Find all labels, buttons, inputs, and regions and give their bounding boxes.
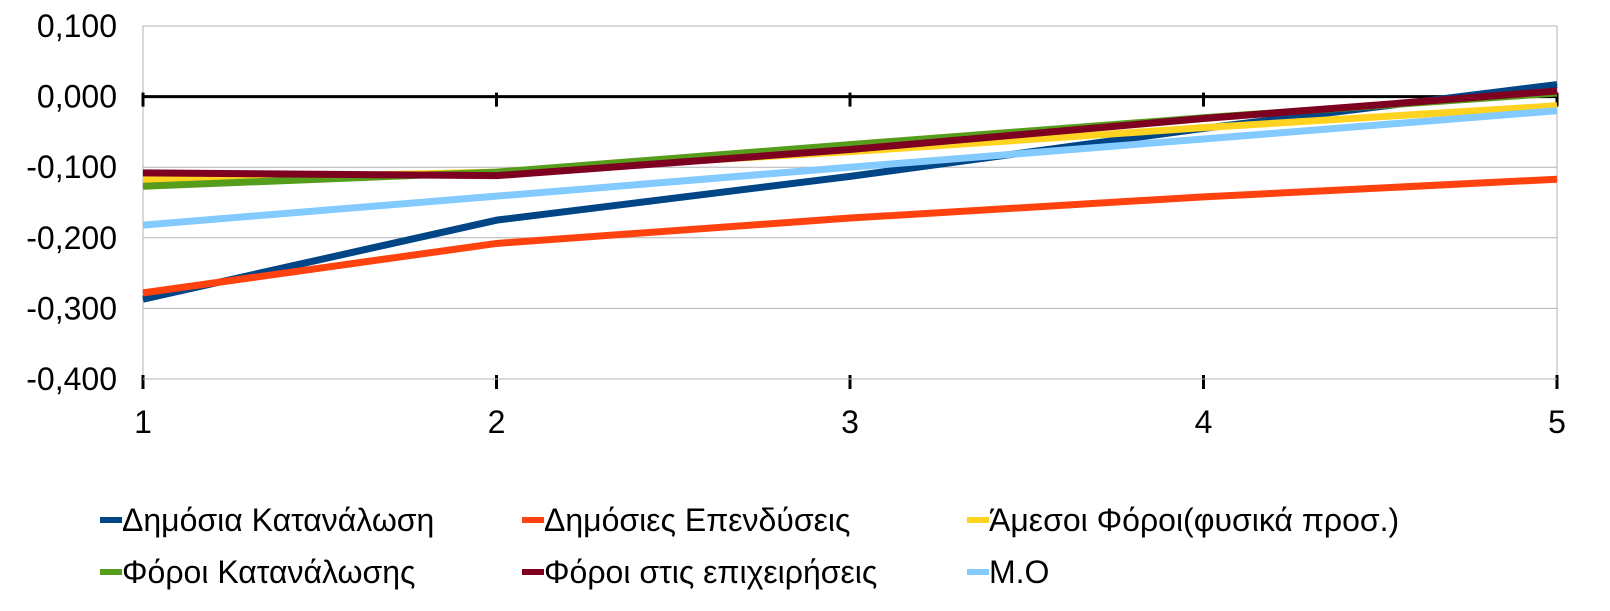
series-2-point [142, 179, 144, 181]
series-4-point [1203, 117, 1204, 119]
legend-label-1: Δημόσιες Επενδύσεις [544, 502, 850, 538]
series-0-point [142, 298, 144, 300]
y-tick-label: 0,000 [37, 79, 117, 115]
series-4-point [496, 175, 497, 177]
y-tick-label: 0,100 [37, 8, 117, 44]
series-1-point [1203, 196, 1204, 198]
series-2-point [1203, 127, 1204, 129]
x-tick-label: 4 [1195, 404, 1213, 440]
series-5-point [1556, 110, 1558, 112]
series-5-point [1203, 138, 1204, 140]
legend-label-2: Άμεσοι Φόροι(φυσικά προσ.) [989, 502, 1399, 538]
series-1-point [496, 242, 497, 244]
legend: Δημόσια Κατανάλωση Δημόσιες Επενδύσεις Άμε… [100, 502, 1399, 590]
series-4-point [849, 149, 851, 151]
series-4-point [142, 172, 144, 174]
x-tick-label: 2 [488, 404, 506, 440]
series-2-point [1556, 105, 1558, 107]
x-tick-label: 1 [134, 404, 152, 440]
axes: 0,100 0,000 -0,100 -0,200 -0,300 -0,400 1 2 3 4 5 [26, 8, 1566, 440]
series-1-point [142, 292, 144, 294]
legend-label-5: Μ.Ο [989, 554, 1049, 590]
legend-label-3: Φόροι Κατανάλωσης [122, 554, 415, 590]
legend-label-4: Φόροι στις επιχειρήσεις [544, 554, 877, 590]
series-lines [142, 81, 1558, 303]
x-tick-label: 3 [841, 404, 859, 440]
y-tick-label: -0,300 [26, 290, 117, 326]
series-4-point [1556, 90, 1558, 92]
legend-label-0: Δημόσια Κατανάλωση [122, 502, 434, 538]
series-0-point [1556, 84, 1558, 86]
y-tick-label: -0,200 [26, 220, 117, 256]
series-5-point [496, 195, 497, 197]
x-tick-label: 5 [1548, 404, 1566, 440]
y-tick-label: -0,100 [26, 149, 117, 185]
y-tick-label: -0,400 [26, 361, 117, 397]
series-3-point [142, 185, 144, 187]
series-3-point [849, 144, 851, 146]
series-5-point [142, 224, 144, 226]
series-0-point [849, 175, 851, 177]
series-1-point [849, 217, 851, 219]
series-0-point [496, 219, 497, 221]
plot-area [142, 25, 1558, 380]
series-5-point [849, 166, 851, 168]
series-1-point [1556, 178, 1558, 180]
